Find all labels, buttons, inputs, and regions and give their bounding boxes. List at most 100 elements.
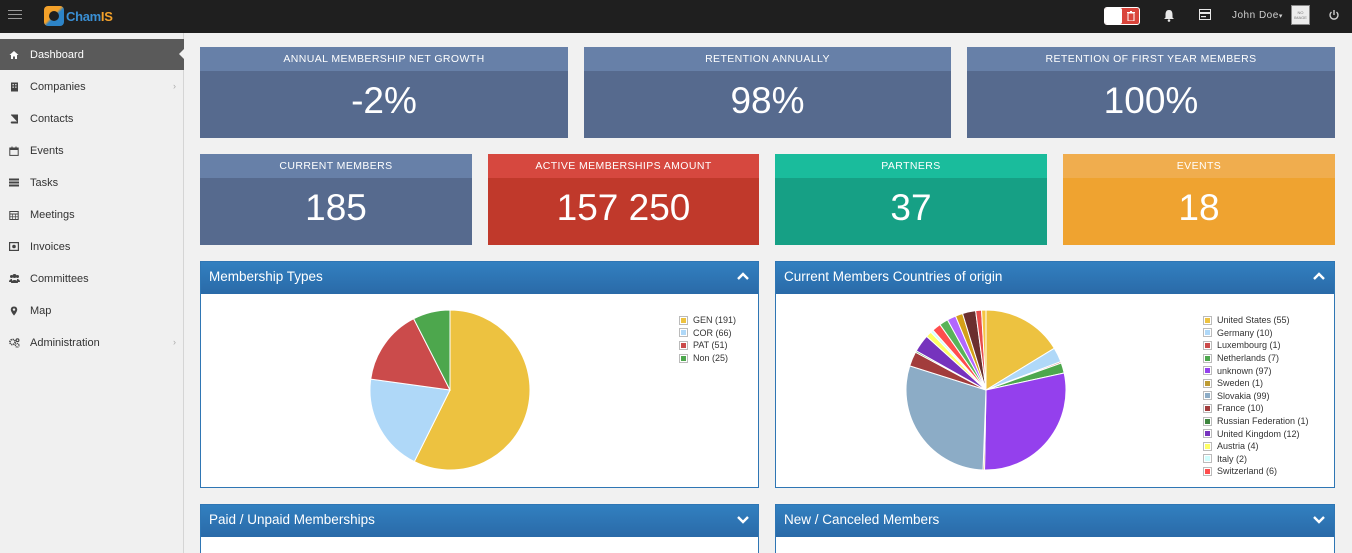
stat-value: 37 xyxy=(890,187,932,228)
sidebar-item-companies[interactable]: Companies › xyxy=(0,71,184,102)
legend-label: unknown (97) xyxy=(1217,365,1272,376)
pie-slice[interactable] xyxy=(413,309,531,471)
legend-label: Russian Federation (1) xyxy=(1217,416,1309,427)
sidebar-item-map[interactable]: Map xyxy=(0,295,184,326)
trash-icon xyxy=(1127,11,1135,24)
stat-value: 98% xyxy=(730,80,805,121)
user-menu[interactable]: John Doe▾ xyxy=(1232,10,1283,21)
stat-value: 185 xyxy=(305,187,367,228)
legend-item: Slovakia (99) xyxy=(1203,390,1309,403)
legend-swatch xyxy=(679,328,688,338)
toggle-knob xyxy=(1105,8,1122,24)
chevron-up-icon[interactable] xyxy=(736,269,750,283)
membership-types-panel: Membership Types GEN (191) COR (66) PAT (5… xyxy=(200,261,759,488)
panel-title: Membership Types xyxy=(209,269,323,284)
panel-header[interactable]: New / Canceled Members xyxy=(776,505,1334,537)
stat-retention-annually: RETENTION ANNUALLY 98% xyxy=(584,47,951,138)
legend-swatch xyxy=(1203,403,1212,413)
sidebar-item-events[interactable]: Events xyxy=(0,135,184,166)
chevron-down-icon[interactable] xyxy=(736,512,750,526)
app-logo[interactable]: ChamIS xyxy=(38,3,118,29)
legend-label: France (10) xyxy=(1217,403,1264,414)
bell-icon[interactable] xyxy=(1162,9,1176,23)
calendar-icon xyxy=(9,146,19,156)
sidebar-item-committees[interactable]: Committees xyxy=(0,263,184,294)
cards-icon[interactable] xyxy=(1198,9,1212,23)
logo-icon xyxy=(44,6,64,26)
legend-swatch xyxy=(1203,340,1212,350)
sidebar-item-tasks[interactable]: Tasks xyxy=(0,167,184,198)
hamburger-menu-icon[interactable] xyxy=(8,10,22,22)
pie-slice[interactable] xyxy=(412,309,451,391)
countries-pie xyxy=(905,309,1067,471)
legend-swatch xyxy=(1203,391,1212,401)
calendar-grid-icon xyxy=(9,210,19,220)
stat-active-memberships-amount: ACTIVE MEMBERSHIPS AMOUNT 157 250 xyxy=(488,154,759,245)
pie-slice[interactable] xyxy=(370,318,451,391)
panel-header[interactable]: Paid / Unpaid Memberships xyxy=(201,505,758,537)
sidebar-item-administration[interactable]: Administration › xyxy=(0,327,184,358)
legend-label: Slovakia (99) xyxy=(1217,390,1270,401)
legend-item: Luxembourg (1) xyxy=(1203,339,1309,352)
legend-item: Switzerland (6) xyxy=(1203,465,1309,478)
panel-header[interactable]: Membership Types xyxy=(201,262,758,294)
legend-item: Austria (4) xyxy=(1203,440,1309,453)
stat-label: CURRENT MEMBERS xyxy=(200,154,472,178)
legend-label: Germany (10) xyxy=(1217,327,1273,338)
legend-swatch xyxy=(1203,466,1212,476)
stat-label: RETENTION OF FIRST YEAR MEMBERS xyxy=(967,47,1335,71)
countries-panel: Current Members Countries of origin Unit… xyxy=(775,261,1335,488)
sidebar-item-label: Committees xyxy=(30,272,89,285)
legend-item: Russian Federation (1) xyxy=(1203,415,1309,428)
legend-swatch xyxy=(679,353,688,363)
stat-annual-net-growth: ANNUAL MEMBERSHIP NET GROWTH -2% xyxy=(200,47,568,138)
sidebar-item-label: Companies xyxy=(30,80,86,93)
legend-label: Austria (4) xyxy=(1217,441,1259,452)
panel-title: Current Members Countries of origin xyxy=(784,269,1003,284)
pie-slice[interactable] xyxy=(981,309,987,391)
map-marker-icon xyxy=(9,306,19,316)
sidebar-item-dashboard[interactable]: Dashboard xyxy=(0,39,185,70)
chevron-down-icon[interactable] xyxy=(1312,512,1326,526)
legend-item: Germany (10) xyxy=(1203,327,1309,340)
paid-unpaid-panel: Paid / Unpaid Memberships xyxy=(200,504,759,553)
legend-label: PAT (51) xyxy=(693,340,728,351)
pie-slice[interactable] xyxy=(985,309,1055,391)
pie-slice[interactable] xyxy=(369,378,451,463)
legend-label: GEN (191) xyxy=(693,315,737,326)
membership-types-pie xyxy=(369,309,531,471)
stat-label: ACTIVE MEMBERSHIPS AMOUNT xyxy=(488,154,759,178)
sidebar-item-label: Invoices xyxy=(30,240,71,253)
avatar[interactable]: NO IMAGE xyxy=(1291,5,1310,25)
legend-swatch xyxy=(1203,441,1212,451)
toggle-switch[interactable] xyxy=(1104,7,1140,25)
power-icon[interactable] xyxy=(1327,9,1341,23)
pie-slice[interactable] xyxy=(984,372,1067,471)
countries-legend: United States (55) Germany (10) Luxembourg… xyxy=(1203,314,1309,478)
legend-swatch xyxy=(1203,328,1212,338)
pie-slice[interactable] xyxy=(905,365,987,471)
legend-label: COR (66) xyxy=(693,327,732,338)
legend-swatch xyxy=(1203,366,1212,376)
legend-item: unknown (97) xyxy=(1203,364,1309,377)
stat-partners: PARTNERS 37 xyxy=(775,154,1047,245)
legend-label: Sweden (1) xyxy=(1217,378,1264,389)
sidebar-item-label: Contacts xyxy=(30,112,74,125)
sidebar-item-invoices[interactable]: Invoices xyxy=(0,231,184,262)
legend-label: United States (55) xyxy=(1217,315,1290,326)
stat-value: -2% xyxy=(351,80,417,121)
legend-swatch xyxy=(1203,429,1212,439)
users-icon xyxy=(9,273,20,284)
new-canceled-panel: New / Canceled Members xyxy=(775,504,1335,553)
panel-title: Paid / Unpaid Memberships xyxy=(209,512,375,527)
legend-item: United Kingdom (12) xyxy=(1203,427,1309,440)
chevron-up-icon[interactable] xyxy=(1312,269,1326,283)
sidebar-item-label: Map xyxy=(30,304,52,317)
sidebar-item-label: Tasks xyxy=(30,176,59,189)
sidebar-item-contacts[interactable]: Contacts xyxy=(0,103,184,134)
panel-header[interactable]: Current Members Countries of origin xyxy=(776,262,1334,294)
cogs-icon xyxy=(9,337,20,348)
sidebar-item-meetings[interactable]: Meetings xyxy=(0,199,184,230)
caret-down-icon: ▾ xyxy=(1278,13,1283,20)
stat-current-members: CURRENT MEMBERS 185 xyxy=(200,154,472,245)
